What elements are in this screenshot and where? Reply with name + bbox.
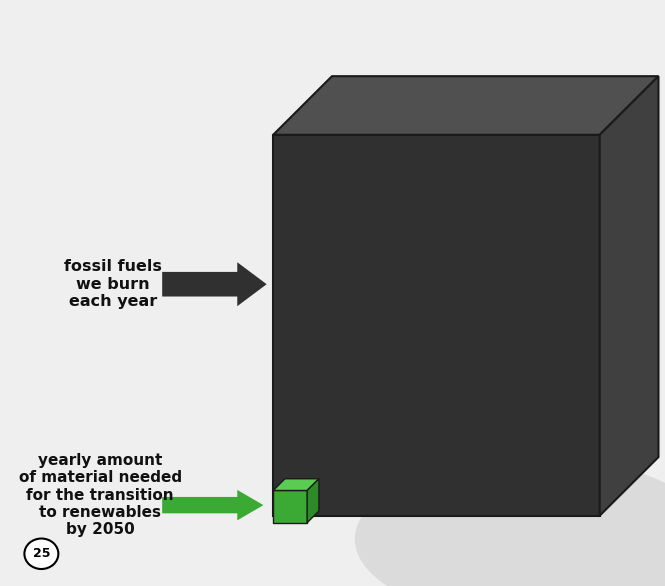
Text: yearly amount
of material needed
for the transition
to renewables
by 2050: yearly amount of material needed for the…	[19, 453, 182, 537]
Circle shape	[25, 539, 59, 569]
Ellipse shape	[355, 457, 665, 586]
Text: 25: 25	[33, 547, 50, 560]
FancyArrow shape	[162, 490, 263, 520]
Polygon shape	[273, 135, 600, 516]
FancyArrow shape	[162, 263, 267, 306]
Text: fossil fuels
we burn
each year: fossil fuels we burn each year	[65, 260, 162, 309]
Polygon shape	[273, 76, 658, 135]
Polygon shape	[273, 490, 307, 523]
Polygon shape	[307, 479, 319, 523]
Polygon shape	[600, 76, 658, 516]
Polygon shape	[273, 479, 319, 490]
